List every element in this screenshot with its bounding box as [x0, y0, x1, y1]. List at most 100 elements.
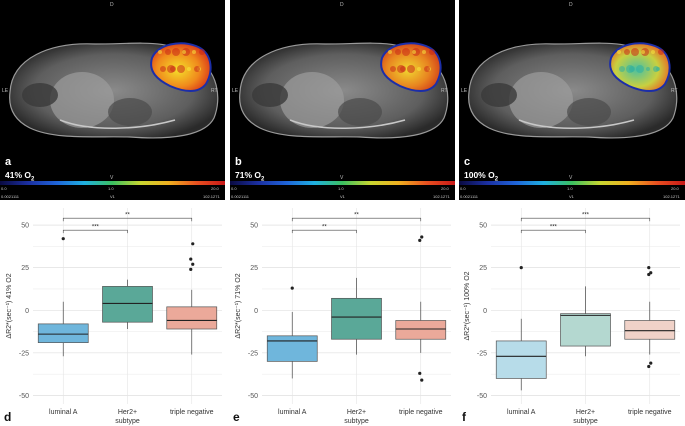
boxplot-f: -50 -25 0 25 50 ΔR2*(sec⁻¹) 100% O2 luminal A H… — [458, 200, 685, 426]
colorbar-max: 20.0 — [211, 186, 219, 191]
tissue-edge — [289, 119, 406, 129]
outlier-point — [647, 266, 651, 270]
orientation-right: RT — [671, 88, 678, 94]
tumor-texture — [631, 48, 639, 56]
organ — [108, 98, 152, 126]
tumor-texture — [417, 67, 421, 71]
tumor-texture — [182, 50, 186, 54]
outlier-point — [191, 262, 195, 266]
chart-svg: -50 -25 0 25 50 ΔR2*(sec⁻¹) 71% O2 luminal A He… — [235, 208, 451, 425]
tumor-texture — [624, 49, 630, 55]
y-tick-label: -50 — [248, 393, 258, 400]
significance-label: ** — [354, 213, 359, 219]
orientation-top: D — [340, 2, 344, 8]
x-tick-label: Her2+ — [347, 409, 366, 416]
box — [624, 320, 676, 340]
colorbar — [230, 181, 455, 185]
x-tick-label: luminal A — [49, 409, 78, 416]
o2-subscript: 2 — [31, 176, 35, 183]
footer-right: 102.1271 — [433, 194, 450, 199]
box — [37, 323, 89, 343]
significance-label: *** — [550, 225, 558, 231]
footer-right: 102.1271 — [203, 194, 220, 199]
tumor-texture — [158, 50, 162, 54]
tumor-texture — [619, 66, 625, 72]
o2-text: 100% O — [464, 170, 495, 180]
organ — [338, 98, 382, 126]
tumor-texture — [388, 50, 392, 54]
orientation-left: LE — [461, 88, 468, 94]
y-axis-label: ΔR2*(sec⁻¹) 71% O2 — [235, 273, 242, 338]
outlier-point — [649, 361, 653, 365]
organ — [252, 83, 288, 107]
y-tick-label: -50 — [477, 393, 487, 400]
outlier-point — [61, 237, 65, 241]
box — [266, 335, 318, 362]
box — [102, 286, 153, 323]
outlier-point — [649, 271, 653, 275]
organ — [509, 72, 573, 128]
tumor-texture — [165, 49, 171, 55]
colorbar-mid: 1.0 — [108, 186, 114, 191]
y-tick-label: -25 — [248, 350, 258, 357]
orientation-bottom: V — [569, 175, 573, 181]
significance-label: ** — [322, 225, 327, 231]
o2-text: 41% O — [5, 170, 31, 180]
tumor-texture — [199, 49, 205, 55]
boxplot-d: -50 -25 0 25 50 ΔR2*(sec⁻¹) 41% O2 luminal A He… — [0, 200, 228, 426]
significance-bracket — [62, 217, 193, 222]
figure-letter: d — [4, 410, 12, 424]
tumor-texture — [395, 49, 401, 55]
orientation-right: RT — [441, 88, 448, 94]
significance-label: *** — [582, 213, 590, 219]
orientation-bottom: V — [340, 175, 344, 181]
tumor-texture — [658, 49, 664, 55]
tumor-texture — [646, 67, 650, 71]
tumor-texture — [424, 66, 430, 72]
tumor-texture — [167, 65, 175, 73]
tumor-texture — [617, 50, 621, 54]
significance-bracket — [520, 229, 586, 234]
x-tick-label: Her2+ — [118, 409, 137, 416]
tumor-texture — [626, 65, 634, 73]
tissue-edge — [518, 119, 635, 129]
organ — [280, 72, 344, 128]
x-tick-label: Her2+ — [576, 409, 595, 416]
colorbar-max: 20.0 — [671, 186, 679, 191]
tumor-texture — [429, 49, 435, 55]
panel-letter: c — [464, 156, 471, 168]
colorbar-min: 0.0 — [1, 186, 7, 191]
figure-letter: f — [462, 410, 466, 424]
outlier-point — [290, 286, 294, 290]
tumor-texture — [187, 67, 191, 71]
organ — [567, 98, 611, 126]
tumor-texture — [412, 50, 416, 54]
tumor-texture — [177, 65, 185, 73]
significance-label: *** — [92, 225, 100, 231]
significance-bracket — [291, 229, 357, 234]
mri-image — [9, 42, 219, 139]
outlier-point — [519, 266, 523, 270]
y-tick-label: -50 — [19, 393, 29, 400]
orientation-left: LE — [2, 88, 9, 94]
organ — [481, 83, 517, 107]
x-axis-label: subtype — [115, 418, 140, 425]
outlier-point — [418, 238, 422, 242]
mri-image — [468, 42, 678, 139]
x-tick-label: luminal A — [278, 409, 307, 416]
footer-mid: V1 — [340, 194, 345, 199]
o2-subscript: 2 — [261, 176, 265, 183]
x-tick-label: triple negative — [399, 409, 443, 416]
y-tick-label: 0 — [254, 308, 258, 315]
tumor-texture — [422, 50, 426, 54]
x-tick-label: triple negative — [628, 409, 672, 416]
y-axis-label: ΔR2*(sec⁻¹) 41% O2 — [6, 273, 13, 338]
footer-left: 0.0021111 — [1, 194, 20, 199]
tumor-texture — [172, 48, 180, 56]
orientation-top: D — [110, 2, 114, 8]
organ — [50, 72, 114, 128]
panel-letter: a — [5, 156, 12, 168]
tumor-texture — [641, 50, 645, 54]
